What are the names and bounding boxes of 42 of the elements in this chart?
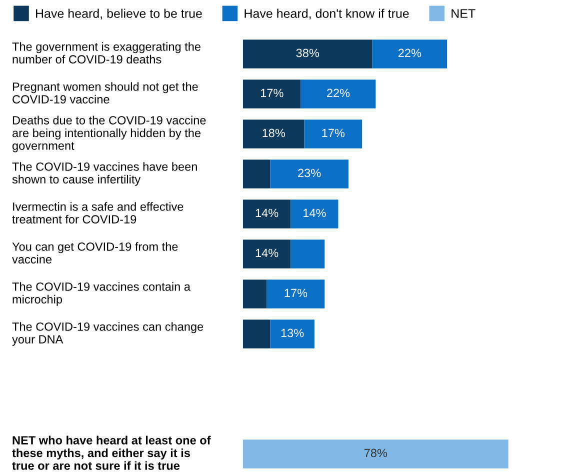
data-label: 14%	[304, 208, 326, 218]
data-label: 14%	[256, 208, 278, 218]
y-tick-label: Pregnant women should not get the COVID-19 vaccine	[12, 82, 198, 104]
y-tick-label: Deaths due to the COVID-19 vaccine are being intentionally hidden by the government	[12, 116, 206, 152]
bar	[270, 320, 314, 348]
y-tick-label: The COVID-19 vaccines contain a microchip	[12, 282, 190, 306]
y-tick-label: You can get COVID-19 from the vaccine	[12, 242, 178, 264]
bar	[243, 40, 372, 68]
legend-label: Have heard, believe to be true	[36, 8, 202, 20]
bar	[243, 440, 508, 468]
y-tick-label: Ivermectin is a safe and effective treatment for COVID-19	[12, 202, 184, 224]
y-tick-label: NET who have heard at least one of these myths, and either say it is true or are not sure if it is true	[12, 436, 211, 470]
data-label: 23%	[298, 168, 321, 178]
bar	[243, 200, 291, 228]
legend-label: NET	[452, 9, 476, 18]
bar	[243, 280, 267, 308]
bar	[243, 320, 270, 348]
data-label: 17%	[322, 128, 345, 138]
bar	[266, 280, 325, 308]
bar	[243, 160, 270, 188]
data-label: 38%	[296, 48, 320, 58]
bar	[243, 80, 301, 108]
data-label: 17%	[261, 88, 284, 98]
bar	[243, 240, 291, 268]
data-label: 14%	[256, 248, 278, 258]
data-label: 17%	[284, 288, 308, 298]
data-label: 22%	[327, 88, 350, 98]
bar	[372, 40, 448, 68]
bar	[304, 120, 362, 148]
bar	[290, 200, 338, 228]
y-tick-label: The COVID-19 vaccines can change your DNA	[12, 322, 204, 346]
data-label: 18%	[262, 128, 286, 138]
y-tick-label: The government is exaggerating the number of COVID-19 deaths	[12, 42, 200, 64]
legend-label: Have heard, don't know if true	[244, 8, 409, 20]
data-label: 22%	[398, 48, 422, 58]
bar	[290, 240, 325, 268]
bar	[243, 120, 304, 148]
data-label: 78%	[364, 448, 388, 458]
bar	[300, 80, 376, 108]
y-tick-label: The COVID-19 vaccines have been shown to cause infertility	[12, 162, 197, 186]
bar	[270, 160, 348, 188]
data-label: 13%	[281, 328, 304, 338]
